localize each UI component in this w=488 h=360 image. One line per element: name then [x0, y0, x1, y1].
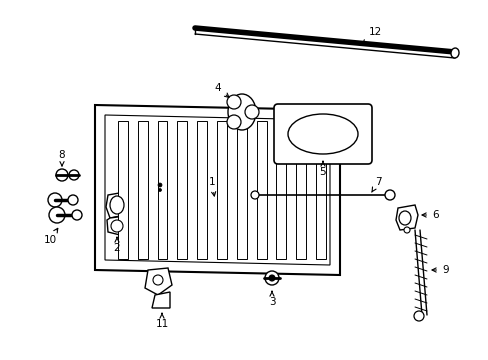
- Ellipse shape: [110, 196, 124, 214]
- Text: 11: 11: [155, 313, 168, 329]
- Text: 12: 12: [362, 27, 381, 44]
- Ellipse shape: [403, 227, 409, 233]
- Text: 3: 3: [268, 291, 275, 307]
- Text: 6: 6: [421, 210, 438, 220]
- Ellipse shape: [413, 311, 423, 321]
- Polygon shape: [177, 121, 187, 259]
- Ellipse shape: [227, 94, 256, 130]
- Ellipse shape: [48, 193, 62, 207]
- Ellipse shape: [268, 275, 274, 281]
- Polygon shape: [157, 121, 167, 259]
- Ellipse shape: [244, 105, 259, 119]
- Polygon shape: [95, 105, 339, 275]
- Polygon shape: [118, 121, 127, 259]
- Ellipse shape: [450, 48, 458, 58]
- Text: 2: 2: [113, 237, 120, 253]
- Ellipse shape: [72, 210, 82, 220]
- Polygon shape: [138, 121, 147, 259]
- Text: 10: 10: [43, 228, 58, 245]
- Ellipse shape: [69, 170, 79, 180]
- FancyBboxPatch shape: [273, 104, 371, 164]
- Ellipse shape: [68, 195, 78, 205]
- Polygon shape: [236, 121, 246, 259]
- Polygon shape: [152, 292, 170, 308]
- Text: 5: 5: [319, 161, 325, 177]
- Text: 1: 1: [208, 177, 215, 196]
- Ellipse shape: [49, 207, 65, 223]
- Ellipse shape: [287, 114, 357, 154]
- Ellipse shape: [226, 95, 241, 109]
- Ellipse shape: [158, 183, 162, 187]
- Polygon shape: [256, 121, 266, 259]
- Ellipse shape: [226, 115, 241, 129]
- Text: 9: 9: [431, 265, 447, 275]
- Polygon shape: [197, 121, 206, 259]
- Polygon shape: [106, 192, 128, 218]
- Ellipse shape: [158, 189, 161, 192]
- Polygon shape: [107, 216, 126, 235]
- Ellipse shape: [250, 191, 259, 199]
- Ellipse shape: [398, 211, 410, 225]
- Ellipse shape: [264, 271, 279, 285]
- Text: 7: 7: [371, 177, 381, 192]
- Polygon shape: [296, 121, 305, 259]
- Text: 8: 8: [59, 150, 65, 166]
- Ellipse shape: [111, 220, 123, 232]
- Polygon shape: [315, 121, 325, 259]
- Text: 4: 4: [214, 83, 228, 98]
- Ellipse shape: [56, 169, 68, 181]
- Polygon shape: [395, 205, 417, 230]
- Ellipse shape: [384, 190, 394, 200]
- Polygon shape: [217, 121, 226, 259]
- Polygon shape: [145, 268, 172, 295]
- Ellipse shape: [153, 275, 163, 285]
- Polygon shape: [276, 121, 286, 259]
